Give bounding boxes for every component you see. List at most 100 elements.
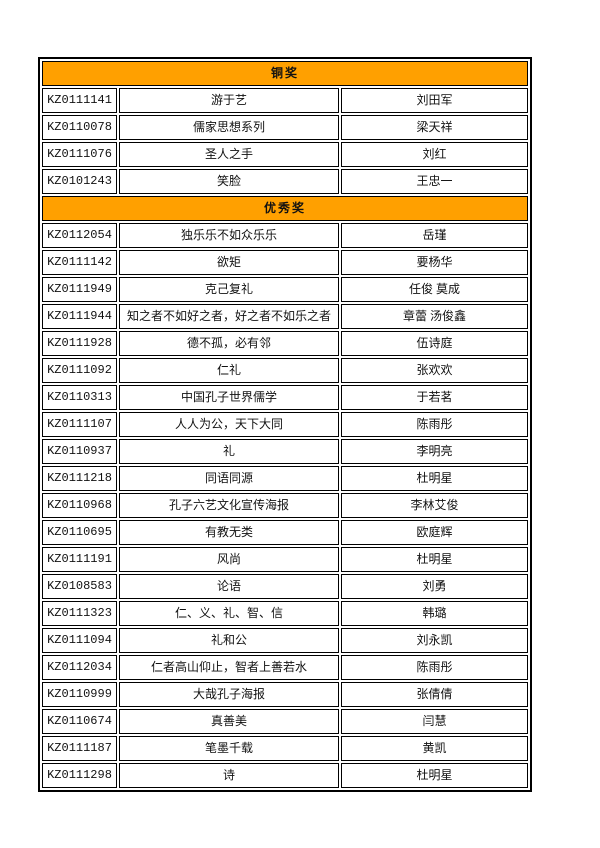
entry-id-cell: KZ0112034 [42, 655, 117, 680]
entry-title-cell: 笔墨千载 [119, 736, 339, 761]
entry-title-cell: 论语 [119, 574, 339, 599]
table-row: KZ0111928 德不孤，必有邻 伍诗庭 [42, 331, 528, 356]
entry-name-cell: 杜明星 [341, 466, 528, 491]
entry-name-cell: 欧庭辉 [341, 520, 528, 545]
entry-id-cell: KZ0111142 [42, 250, 117, 275]
entry-id-cell: KZ0110937 [42, 439, 117, 464]
entry-id-cell: KZ0111187 [42, 736, 117, 761]
table-row: KZ0110937 礼李明亮 [42, 439, 528, 464]
entry-name-cell: 杜明星 [341, 763, 528, 788]
entry-name-cell: 李明亮 [341, 439, 528, 464]
entry-name-cell: 杜明星 [341, 547, 528, 572]
table-row: KZ0111107 人人为公，天下大同 陈雨彤 [42, 412, 528, 437]
table-row: KZ0111141 游于艺 刘田军 [42, 88, 528, 113]
entry-id-cell: KZ0110674 [42, 709, 117, 734]
table-row: KZ0110695 有教无类 欧庭辉 [42, 520, 528, 545]
entry-name-cell: 刘红 [341, 142, 528, 167]
entry-title-cell: 德不孤，必有邻 [119, 331, 339, 356]
entry-title-cell: 仁、义、礼、智、信 [119, 601, 339, 626]
table-row: KZ0111218 同语同源 杜明星 [42, 466, 528, 491]
entry-title-cell: 礼和公 [119, 628, 339, 653]
entry-id-cell: KZ0111928 [42, 331, 117, 356]
entry-title-cell: 有教无类 [119, 520, 339, 545]
section-header-row: 铜奖 [42, 61, 528, 86]
entry-id-cell: KZ0111191 [42, 547, 117, 572]
table-row: KZ0112034 仁者高山仰止，智者上善若水 陈雨彤 [42, 655, 528, 680]
award-table: 铜奖 KZ0111141 游于艺 刘田军 KZ0110078 儒家思想系列 梁天祥 KZ011… [38, 57, 532, 792]
entry-name-cell: 任俊 莫成 [341, 277, 528, 302]
entry-name-cell: 刘永凯 [341, 628, 528, 653]
entry-id-cell: KZ0111092 [42, 358, 117, 383]
table-row: KZ0112054 独乐乐不如众乐乐 岳瑾 [42, 223, 528, 248]
table-row: KZ0101243 笑脸 王忠一 [42, 169, 528, 194]
entry-id-cell: KZ0110078 [42, 115, 117, 140]
entry-title-cell: 诗 [119, 763, 339, 788]
table-row: KZ0110968 孔子六艺文化宣传海报 李林艾俊 [42, 493, 528, 518]
entry-name-cell: 韩璐 [341, 601, 528, 626]
table-row: KZ0110999 大哉孔子海报 张倩倩 [42, 682, 528, 707]
entry-name-cell: 李林艾俊 [341, 493, 528, 518]
entry-title-cell: 仁礼 [119, 358, 339, 383]
entry-name-cell: 王忠一 [341, 169, 528, 194]
table-row: KZ0111076 圣人之手 刘红 [42, 142, 528, 167]
entry-title-cell: 礼 [119, 439, 339, 464]
entry-title-cell: 知之者不如好之者，好之者不如乐之者 [119, 304, 339, 329]
entry-title-cell: 独乐乐不如众乐乐 [119, 223, 339, 248]
entry-name-cell: 梁天祥 [341, 115, 528, 140]
entry-name-cell: 张倩倩 [341, 682, 528, 707]
entry-name-cell: 黄凯 [341, 736, 528, 761]
entry-name-cell: 刘勇 [341, 574, 528, 599]
entry-id-cell: KZ0110999 [42, 682, 117, 707]
entry-id-cell: KZ0111107 [42, 412, 117, 437]
entry-title-cell: 风尚 [119, 547, 339, 572]
entry-name-cell: 伍诗庭 [341, 331, 528, 356]
entry-id-cell: KZ0111944 [42, 304, 117, 329]
entry-id-cell: KZ0110968 [42, 493, 117, 518]
table-row: KZ0111094 礼和公 刘永凯 [42, 628, 528, 653]
table-row: KZ0111187 笔墨千载 黄凯 [42, 736, 528, 761]
entry-title-cell: 游于艺 [119, 88, 339, 113]
table-row: KZ0110313 中国孔子世界儒学 于若茗 [42, 385, 528, 410]
entry-id-cell: KZ0110313 [42, 385, 117, 410]
entry-id-cell: KZ0111323 [42, 601, 117, 626]
entry-name-cell: 刘田军 [341, 88, 528, 113]
entry-name-cell: 陈雨彤 [341, 412, 528, 437]
entry-title-cell: 大哉孔子海报 [119, 682, 339, 707]
entry-name-cell: 张欢欢 [341, 358, 528, 383]
section-title: 优秀奖 [42, 196, 528, 221]
section-title: 铜奖 [42, 61, 528, 86]
entry-name-cell: 陈雨彤 [341, 655, 528, 680]
table-row: KZ0111944 知之者不如好之者，好之者不如乐之者 章蕾 汤俊鑫 [42, 304, 528, 329]
entry-id-cell: KZ0111949 [42, 277, 117, 302]
section-header-row: 优秀奖 [42, 196, 528, 221]
entry-title-cell: 仁者高山仰止，智者上善若水 [119, 655, 339, 680]
entry-title-cell: 孔子六艺文化宣传海报 [119, 493, 339, 518]
entry-id-cell: KZ0101243 [42, 169, 117, 194]
table-row: KZ0111191 风尚 杜明星 [42, 547, 528, 572]
entry-title-cell: 欲矩 [119, 250, 339, 275]
entry-title-cell: 同语同源 [119, 466, 339, 491]
entry-name-cell: 闫慧 [341, 709, 528, 734]
entry-id-cell: KZ0111141 [42, 88, 117, 113]
entry-title-cell: 儒家思想系列 [119, 115, 339, 140]
entry-id-cell: KZ0111076 [42, 142, 117, 167]
entry-title-cell: 克己复礼 [119, 277, 339, 302]
table-row: KZ0111092 仁礼 张欢欢 [42, 358, 528, 383]
table-row: KZ0111298 诗杜明星 [42, 763, 528, 788]
table-row: KZ0111142 欲矩 要杨华 [42, 250, 528, 275]
table-row: KZ0111323 仁、义、礼、智、信 韩璐 [42, 601, 528, 626]
entry-id-cell: KZ0111218 [42, 466, 117, 491]
entry-title-cell: 人人为公，天下大同 [119, 412, 339, 437]
entry-id-cell: KZ0111298 [42, 763, 117, 788]
table-row: KZ0110674 真善美 闫慧 [42, 709, 528, 734]
award-table-body: 铜奖 KZ0111141 游于艺 刘田军 KZ0110078 儒家思想系列 梁天祥 KZ011… [42, 61, 528, 788]
entry-title-cell: 笑脸 [119, 169, 339, 194]
entry-title-cell: 真善美 [119, 709, 339, 734]
entry-id-cell: KZ0112054 [42, 223, 117, 248]
entry-id-cell: KZ0110695 [42, 520, 117, 545]
entry-id-cell: KZ0111094 [42, 628, 117, 653]
table-row: KZ0108583 论语 刘勇 [42, 574, 528, 599]
entry-title-cell: 圣人之手 [119, 142, 339, 167]
table-row: KZ0111949 克己复礼 任俊 莫成 [42, 277, 528, 302]
